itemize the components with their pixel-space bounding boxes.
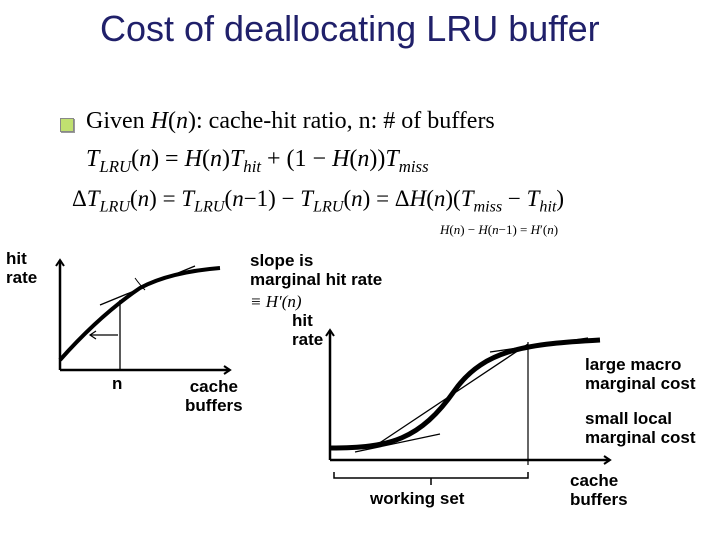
chart1-ylabel: hitrate — [6, 250, 37, 287]
formula-given: Given H(n): cache-hit ratio, n: # of buf… — [86, 108, 495, 135]
chart1-n-label: n — [112, 375, 122, 394]
bullet-icon — [60, 118, 74, 132]
chart1-slope-eq: ≡ H′(n) — [250, 293, 302, 312]
chart2-working-set: working set — [370, 490, 464, 509]
formula-delta: ΔTLRU(n) = TLRU(n−1) − TLRU(n) = ΔH(n)(T… — [72, 186, 564, 217]
formula-side-note: H(n) − H(n−1) = H′(n) — [440, 222, 558, 238]
chart2-small-label: small localmarginal cost — [585, 410, 696, 447]
chart2-ylabel: hitrate — [292, 312, 323, 349]
chart1-slope-label: slope ismarginal hit rate — [250, 252, 382, 289]
chart2-large-label: large macromarginal cost — [585, 356, 696, 393]
formula-tlru: TLRU(n) = H(n)Thit + (1 − H(n))Tmiss — [86, 146, 429, 177]
chart2-xlabel: cachebuffers — [570, 472, 628, 509]
chart1-xlabel: cachebuffers — [185, 378, 243, 415]
slide-title: Cost of deallocating LRU buffer — [100, 8, 600, 49]
